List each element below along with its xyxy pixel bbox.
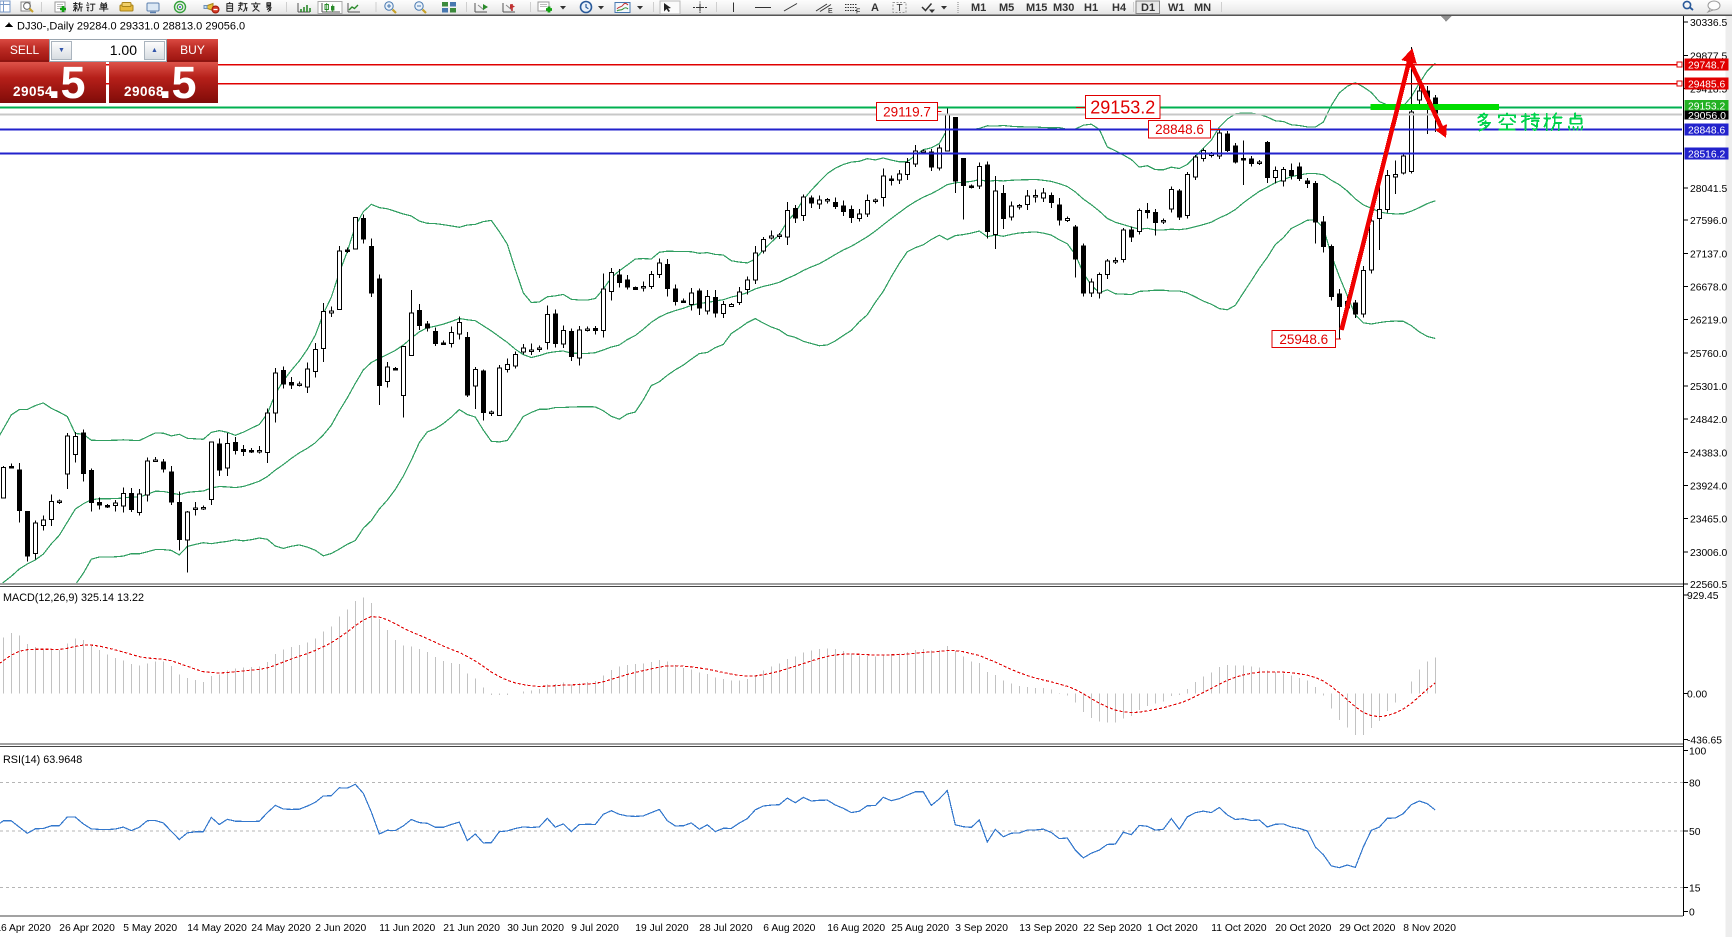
svg-text:22560.5: 22560.5: [1690, 580, 1727, 591]
svg-text:13 Sep 2020: 13 Sep 2020: [1019, 923, 1078, 934]
svg-text:25948.6: 25948.6: [1279, 332, 1328, 347]
svg-text:24 May 2020: 24 May 2020: [251, 923, 311, 934]
svg-text:H1: H1: [1084, 2, 1098, 14]
svg-text:-436.65: -436.65: [1687, 736, 1722, 747]
svg-text:26678.0: 26678.0: [1690, 282, 1727, 293]
svg-text:D1: D1: [1141, 2, 1155, 14]
svg-text:23006.0: 23006.0: [1690, 548, 1727, 559]
svg-text:24842.0: 24842.0: [1690, 415, 1727, 426]
svg-text:29748.7: 29748.7: [1688, 60, 1725, 71]
svg-text:1 Oct 2020: 1 Oct 2020: [1147, 923, 1198, 934]
svg-text:23465.0: 23465.0: [1690, 515, 1727, 526]
svg-text:11 Jun 2020: 11 Jun 2020: [379, 923, 435, 934]
svg-text:28516.2: 28516.2: [1688, 149, 1725, 160]
svg-text:M30: M30: [1053, 2, 1074, 14]
svg-text:15: 15: [1689, 883, 1701, 894]
svg-text:MN: MN: [1194, 2, 1211, 14]
svg-text:16 Apr 2020: 16 Apr 2020: [0, 923, 51, 934]
svg-text:23924.0: 23924.0: [1690, 481, 1727, 492]
svg-text:29877.5: 29877.5: [1690, 51, 1727, 62]
svg-text:A: A: [871, 2, 879, 14]
svg-text:14 May 2020: 14 May 2020: [187, 923, 247, 934]
svg-text:25301.0: 25301.0: [1690, 382, 1727, 393]
svg-text:29153.2: 29153.2: [1688, 101, 1725, 112]
svg-text:22 Sep 2020: 22 Sep 2020: [1083, 923, 1142, 934]
svg-text:28 Jul 2020: 28 Jul 2020: [699, 923, 753, 934]
svg-text:6 Aug 2020: 6 Aug 2020: [763, 923, 815, 934]
svg-text:W1: W1: [1168, 2, 1185, 14]
svg-text:27596.0: 27596.0: [1690, 216, 1727, 227]
svg-text:28041.5: 28041.5: [1690, 184, 1727, 195]
svg-text:H4: H4: [1112, 2, 1127, 14]
svg-text:80: 80: [1689, 779, 1701, 790]
svg-text:29056.0: 29056.0: [1688, 110, 1726, 122]
svg-text:26219.0: 26219.0: [1690, 316, 1727, 327]
svg-text:0: 0: [1689, 908, 1695, 919]
svg-text:25760.0: 25760.0: [1690, 349, 1727, 360]
svg-text:26 Apr 2020: 26 Apr 2020: [59, 923, 115, 934]
svg-text:19 Jul 2020: 19 Jul 2020: [635, 923, 689, 934]
svg-text:24383.0: 24383.0: [1690, 448, 1727, 459]
svg-text:30336.5: 30336.5: [1690, 18, 1727, 29]
svg-text:T: T: [897, 3, 903, 14]
svg-text:DJ30-,Daily 29284.0 29331.0 2: DJ30-,Daily 29284.0 29331.0 28813.0 2905…: [17, 21, 245, 33]
svg-text:9 Jul 2020: 9 Jul 2020: [571, 923, 619, 934]
svg-text:28848.6: 28848.6: [1688, 125, 1725, 136]
svg-text:28848.6: 28848.6: [1155, 122, 1204, 137]
svg-text:RSI(14) 63.9648: RSI(14) 63.9648: [3, 754, 82, 766]
svg-text:3 Sep 2020: 3 Sep 2020: [955, 923, 1008, 934]
svg-text:F: F: [856, 9, 860, 16]
svg-text:50: 50: [1689, 827, 1701, 838]
svg-text:MACD(12,26,9) 325.14 13.22: MACD(12,26,9) 325.14 13.22: [3, 592, 144, 604]
svg-text:16 Aug 2020: 16 Aug 2020: [827, 923, 885, 934]
svg-text:E: E: [828, 8, 833, 15]
svg-text:20 Oct 2020: 20 Oct 2020: [1275, 923, 1331, 934]
svg-text:M5: M5: [999, 2, 1014, 14]
svg-text:0.00: 0.00: [1687, 690, 1707, 701]
svg-text:29418.5: 29418.5: [1690, 84, 1727, 95]
svg-text:29 Oct 2020: 29 Oct 2020: [1339, 923, 1395, 934]
svg-text:29485.6: 29485.6: [1688, 79, 1725, 90]
svg-text:8 Nov 2020: 8 Nov 2020: [1403, 923, 1456, 934]
svg-text:30 Jun 2020: 30 Jun 2020: [507, 923, 564, 934]
svg-text:21 Jun 2020: 21 Jun 2020: [443, 923, 500, 934]
svg-text:929.45: 929.45: [1687, 591, 1719, 602]
svg-text:5 May 2020: 5 May 2020: [123, 923, 177, 934]
svg-text:M1: M1: [971, 2, 986, 14]
svg-text:M15: M15: [1026, 2, 1047, 14]
svg-text:25 Aug 2020: 25 Aug 2020: [891, 923, 949, 934]
svg-text:29119.7: 29119.7: [883, 104, 931, 119]
svg-text:100: 100: [1689, 747, 1706, 758]
svg-text:2 Jun 2020: 2 Jun 2020: [315, 923, 366, 934]
svg-text:27137.0: 27137.0: [1690, 249, 1727, 260]
svg-text:11 Oct 2020: 11 Oct 2020: [1211, 923, 1267, 934]
svg-text:29153.2: 29153.2: [1090, 97, 1155, 117]
